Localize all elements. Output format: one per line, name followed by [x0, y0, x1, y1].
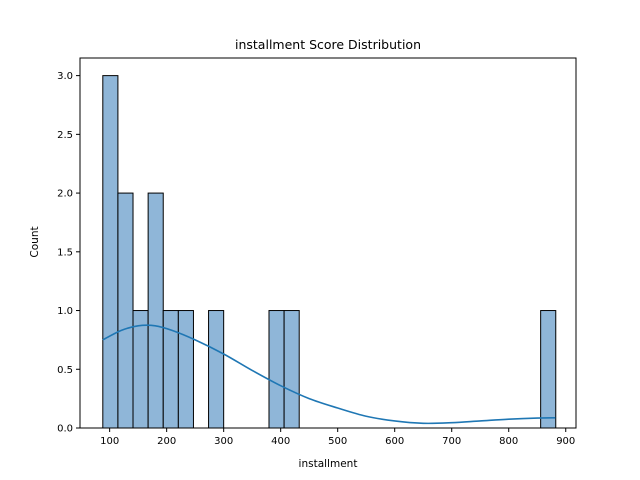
histogram-bar-6 [177, 310, 194, 429]
kde-line [102, 324, 556, 425]
plot-area: 100 200 300 400 500 600 700 800 900 0.0 0.5 1.0 1.5… [57, 57, 577, 447]
x-axis-ticks: 100 200 300 400 500 600 700 800 900 [100, 428, 575, 447]
kde-curve-group [102, 324, 556, 425]
y-tick-label: 2.0 [57, 189, 73, 200]
histogram-bar-8 [268, 310, 285, 429]
x-tick-label: 200 [157, 436, 176, 447]
histogram-bar-10 [540, 310, 557, 429]
y-tick-label: 0.5 [57, 365, 73, 376]
x-tick-label: 100 [100, 436, 119, 447]
x-tick-label: 900 [556, 436, 575, 447]
y-tick-label: 0.0 [57, 424, 73, 435]
x-tick-label: 500 [328, 436, 347, 447]
x-axis-label: installment [299, 458, 358, 470]
histogram-bar-9 [283, 310, 300, 429]
x-tick-label: 700 [442, 436, 461, 447]
histogram-bar-2 [117, 192, 134, 429]
x-tick-label: 800 [499, 436, 518, 447]
x-tick-label: 400 [271, 436, 290, 447]
y-tick-label: 1.5 [57, 247, 73, 258]
x-tick-label: 300 [214, 436, 233, 447]
histogram-bars [102, 75, 557, 429]
y-axis-label: Count [29, 226, 41, 257]
histogram-bar-7 [208, 310, 225, 429]
chart-title: installment Score Distribution [235, 37, 421, 52]
y-tick-label: 2.5 [57, 130, 73, 141]
axes-frame [79, 57, 577, 429]
histogram-bar-4 [147, 192, 164, 429]
histogram-bar-1 [102, 75, 119, 429]
y-axis-ticks: 0.0 0.5 1.0 1.5 2.0 2.5 3.0 [57, 71, 80, 435]
y-tick-label: 3.0 [57, 71, 73, 82]
histogram-bar-3 [132, 310, 149, 429]
x-tick-label: 600 [385, 436, 404, 447]
y-tick-label: 1.0 [57, 306, 73, 317]
